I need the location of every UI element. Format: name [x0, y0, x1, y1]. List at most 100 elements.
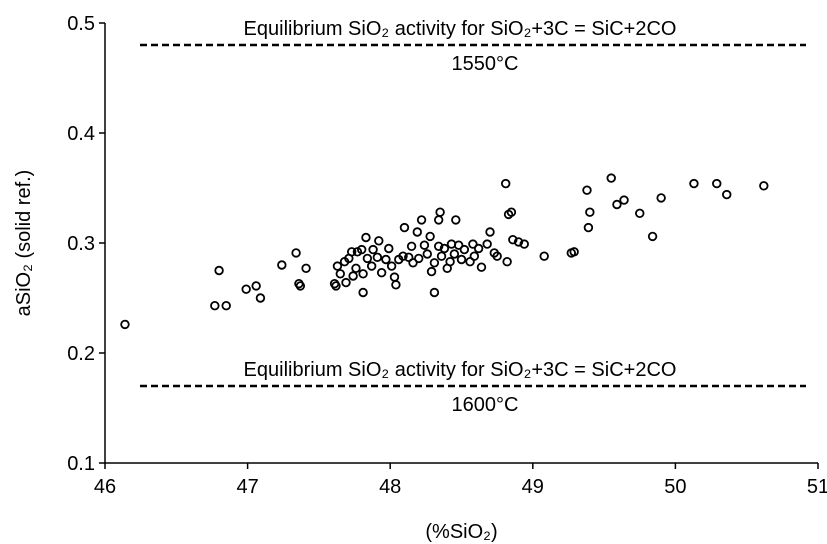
data-point — [376, 268, 387, 278]
data-point — [473, 243, 484, 254]
data-point — [301, 263, 311, 273]
data-point — [358, 269, 368, 279]
x-tick-label: 48 — [379, 476, 401, 498]
data-point — [406, 241, 417, 251]
y-tick-label: 0.3 — [67, 233, 95, 255]
data-point — [372, 252, 383, 262]
y-tick-label: 0.5 — [67, 13, 95, 35]
data-point — [435, 207, 445, 217]
data-point — [647, 231, 658, 242]
y-axis-label: aSiO₂ (solid ref.) — [13, 170, 35, 317]
data-point — [346, 247, 357, 257]
data-point — [414, 253, 424, 264]
data-point — [241, 284, 251, 294]
data-point — [508, 234, 518, 245]
data-point — [436, 251, 447, 261]
data-point — [429, 258, 440, 268]
data-point — [331, 281, 341, 291]
data-point — [381, 254, 391, 265]
data-point — [422, 249, 432, 259]
data-point — [374, 236, 384, 246]
data-point — [569, 247, 579, 257]
data-point — [433, 241, 444, 251]
data-point — [433, 215, 444, 225]
data-point — [251, 281, 261, 291]
data-point — [391, 280, 401, 290]
data-point — [449, 249, 460, 259]
data-point — [689, 178, 699, 189]
y-tick-label: 0.1 — [67, 453, 95, 475]
data-point — [583, 222, 594, 233]
data-point — [513, 237, 524, 247]
data-point — [501, 178, 511, 189]
data-point — [582, 185, 592, 195]
data-point — [362, 253, 373, 264]
data-point — [356, 244, 367, 255]
data-point — [351, 263, 361, 273]
x-tick-label: 46 — [94, 476, 116, 498]
data-point — [459, 244, 470, 255]
data-point — [506, 207, 517, 217]
data-point — [482, 239, 492, 249]
data-point — [426, 266, 437, 277]
x-tick-label: 49 — [522, 476, 544, 498]
x-tick-label: 50 — [664, 476, 686, 498]
data-point — [368, 244, 378, 255]
data-point — [539, 251, 549, 261]
y-tick-label: 0.4 — [67, 123, 95, 145]
data-point — [635, 208, 645, 218]
data-point — [476, 262, 487, 272]
data-point — [389, 272, 400, 282]
data-point — [445, 257, 455, 267]
data-point — [619, 195, 629, 205]
data-point — [425, 231, 435, 242]
data-point — [451, 215, 461, 225]
data-point — [456, 254, 467, 265]
data-point — [412, 227, 422, 237]
data-point — [295, 281, 306, 291]
data-point — [361, 232, 371, 243]
data-point — [348, 271, 358, 281]
data-point — [210, 301, 220, 311]
data-point — [656, 193, 666, 203]
data-point — [585, 207, 595, 217]
x-axis-label: (%SiO₂) — [425, 521, 497, 543]
data-point — [722, 189, 732, 200]
data-point — [332, 261, 343, 271]
data-point — [429, 287, 440, 298]
data-point — [492, 251, 502, 261]
data-point — [439, 243, 450, 254]
data-point — [469, 251, 480, 261]
reference-label: Equilibrium SiO₂ activity for SiO₂+3C = … — [244, 18, 677, 40]
y-tick-label: 0.2 — [67, 343, 95, 365]
data-point — [335, 269, 345, 279]
data-point — [120, 319, 130, 330]
data-point — [519, 239, 529, 249]
data-point — [712, 178, 722, 189]
x-tick-label: 47 — [236, 476, 258, 498]
reference-temperature: 1550°C — [452, 53, 519, 75]
data-point — [408, 258, 418, 268]
data-point — [384, 243, 394, 254]
data-point — [291, 248, 301, 258]
data-point — [612, 199, 622, 210]
data-point — [419, 240, 430, 250]
data-point — [759, 181, 769, 191]
x-tick-label: 51 — [807, 476, 827, 498]
data-point — [214, 265, 224, 276]
data-point — [277, 260, 287, 270]
data-point — [386, 261, 397, 271]
data-point — [485, 227, 495, 237]
data-point — [453, 240, 464, 250]
data-point — [221, 301, 231, 311]
data-point — [502, 257, 512, 267]
data-point — [366, 261, 377, 271]
data-point — [399, 222, 410, 233]
data-point — [341, 277, 351, 288]
reference-temperature: 1600°C — [452, 394, 519, 416]
data-point — [398, 251, 408, 261]
data-point — [255, 293, 266, 303]
data-point — [606, 173, 616, 183]
